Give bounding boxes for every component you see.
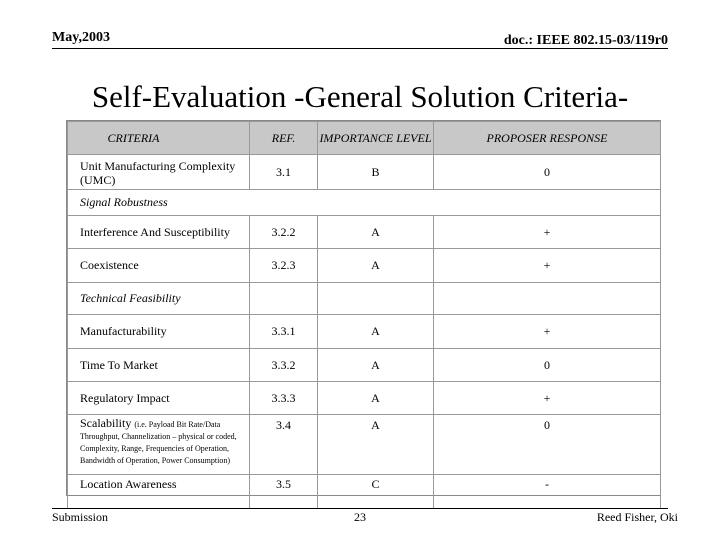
footer-submission: Submission [52, 510, 109, 524]
section-label: Technical Feasibility [67, 282, 250, 315]
response-cell: + [433, 381, 661, 415]
criteria-cell: Unit Manufacturing Complexity (UMC) [67, 154, 250, 190]
importance-cell: A [317, 414, 434, 475]
table-row: Unit Manufacturing Complexity (UMC) 3.1 … [67, 154, 661, 190]
criteria-cell: Time To Market [67, 348, 250, 382]
importance-cell: A [317, 314, 434, 349]
criteria-name: Scalability [80, 416, 132, 430]
importance-cell: B [317, 154, 434, 190]
response-cell: - [433, 474, 661, 509]
response-cell: 0 [433, 348, 661, 382]
table-header-row: CRITERIA REF. IMPORTANCE LEVEL PROPOSER … [67, 121, 661, 155]
table-row: Time To Market 3.3.2 A 0 [67, 348, 661, 382]
criteria-cell: Coexistence [67, 248, 250, 283]
ref-cell: 3.2.3 [249, 248, 318, 283]
ref-cell: 3.5 [249, 474, 318, 509]
empty-cell [249, 282, 318, 315]
footer-author: Reed Fisher, Oki [596, 510, 678, 524]
ref-cell: 3.4 [249, 414, 318, 475]
header-date: May,2003 [52, 30, 110, 45]
empty-cell [317, 282, 434, 315]
importance-cell: A [317, 348, 434, 382]
criteria-cell: Manufacturability [67, 314, 250, 349]
importance-cell: C [317, 474, 434, 509]
table-row: Manufacturability 3.3.1 A + [67, 314, 661, 349]
ref-cell: 3.2.2 [249, 215, 318, 249]
criteria-note: (i.e. Payload Bit Rate/Data Throughput, … [80, 420, 237, 465]
criteria-cell: Location Awareness [67, 474, 250, 509]
importance-cell: A [317, 215, 434, 249]
page-number: 23 [354, 510, 366, 524]
response-cell: 0 [433, 414, 661, 475]
column-header-criteria: CRITERIA [67, 121, 250, 155]
header-doc-id: doc.: IEEE 802.15-03/119r0 [503, 33, 668, 48]
header-divider [52, 48, 668, 49]
column-header-importance: IMPORTANCE LEVEL [317, 121, 434, 155]
footer-divider [52, 508, 668, 509]
importance-cell: A [317, 381, 434, 415]
response-cell: + [433, 248, 661, 283]
table-row: Scalability (i.e. Payload Bit Rate/Data … [67, 414, 661, 475]
criteria-cell: Interference And Susceptibility [67, 215, 250, 249]
column-header-response: PROPOSER RESPONSE [433, 121, 661, 155]
criteria-cell: Scalability (i.e. Payload Bit Rate/Data … [67, 414, 250, 475]
column-header-ref: REF. [249, 121, 318, 155]
ref-cell: 3.3.3 [249, 381, 318, 415]
ref-cell: 3.3.2 [249, 348, 318, 382]
criteria-table: CRITERIA REF. IMPORTANCE LEVEL PROPOSER … [67, 121, 661, 509]
response-cell: + [433, 215, 661, 249]
table-row: Coexistence 3.2.3 A + [67, 248, 661, 283]
section-label: Signal Robustness [67, 189, 661, 216]
criteria-cell: Regulatory Impact [67, 381, 250, 415]
section-row: Signal Robustness [67, 189, 661, 216]
table-row: Interference And Susceptibility 3.2.2 A … [67, 215, 661, 249]
importance-cell: A [317, 248, 434, 283]
response-cell: 0 [433, 154, 661, 190]
criteria-table-frame: CRITERIA REF. IMPORTANCE LEVEL PROPOSER … [66, 120, 661, 509]
response-cell: + [433, 314, 661, 349]
table-row: Regulatory Impact 3.3.3 A + [67, 381, 661, 415]
ref-cell: 3.1 [249, 154, 318, 190]
table-row: Location Awareness 3.5 C - [67, 474, 661, 509]
empty-cell [433, 282, 661, 315]
slide-title: Self-Evaluation -General Solution Criter… [91, 79, 629, 114]
section-row: Technical Feasibility [67, 282, 661, 315]
ref-cell: 3.3.1 [249, 314, 318, 349]
